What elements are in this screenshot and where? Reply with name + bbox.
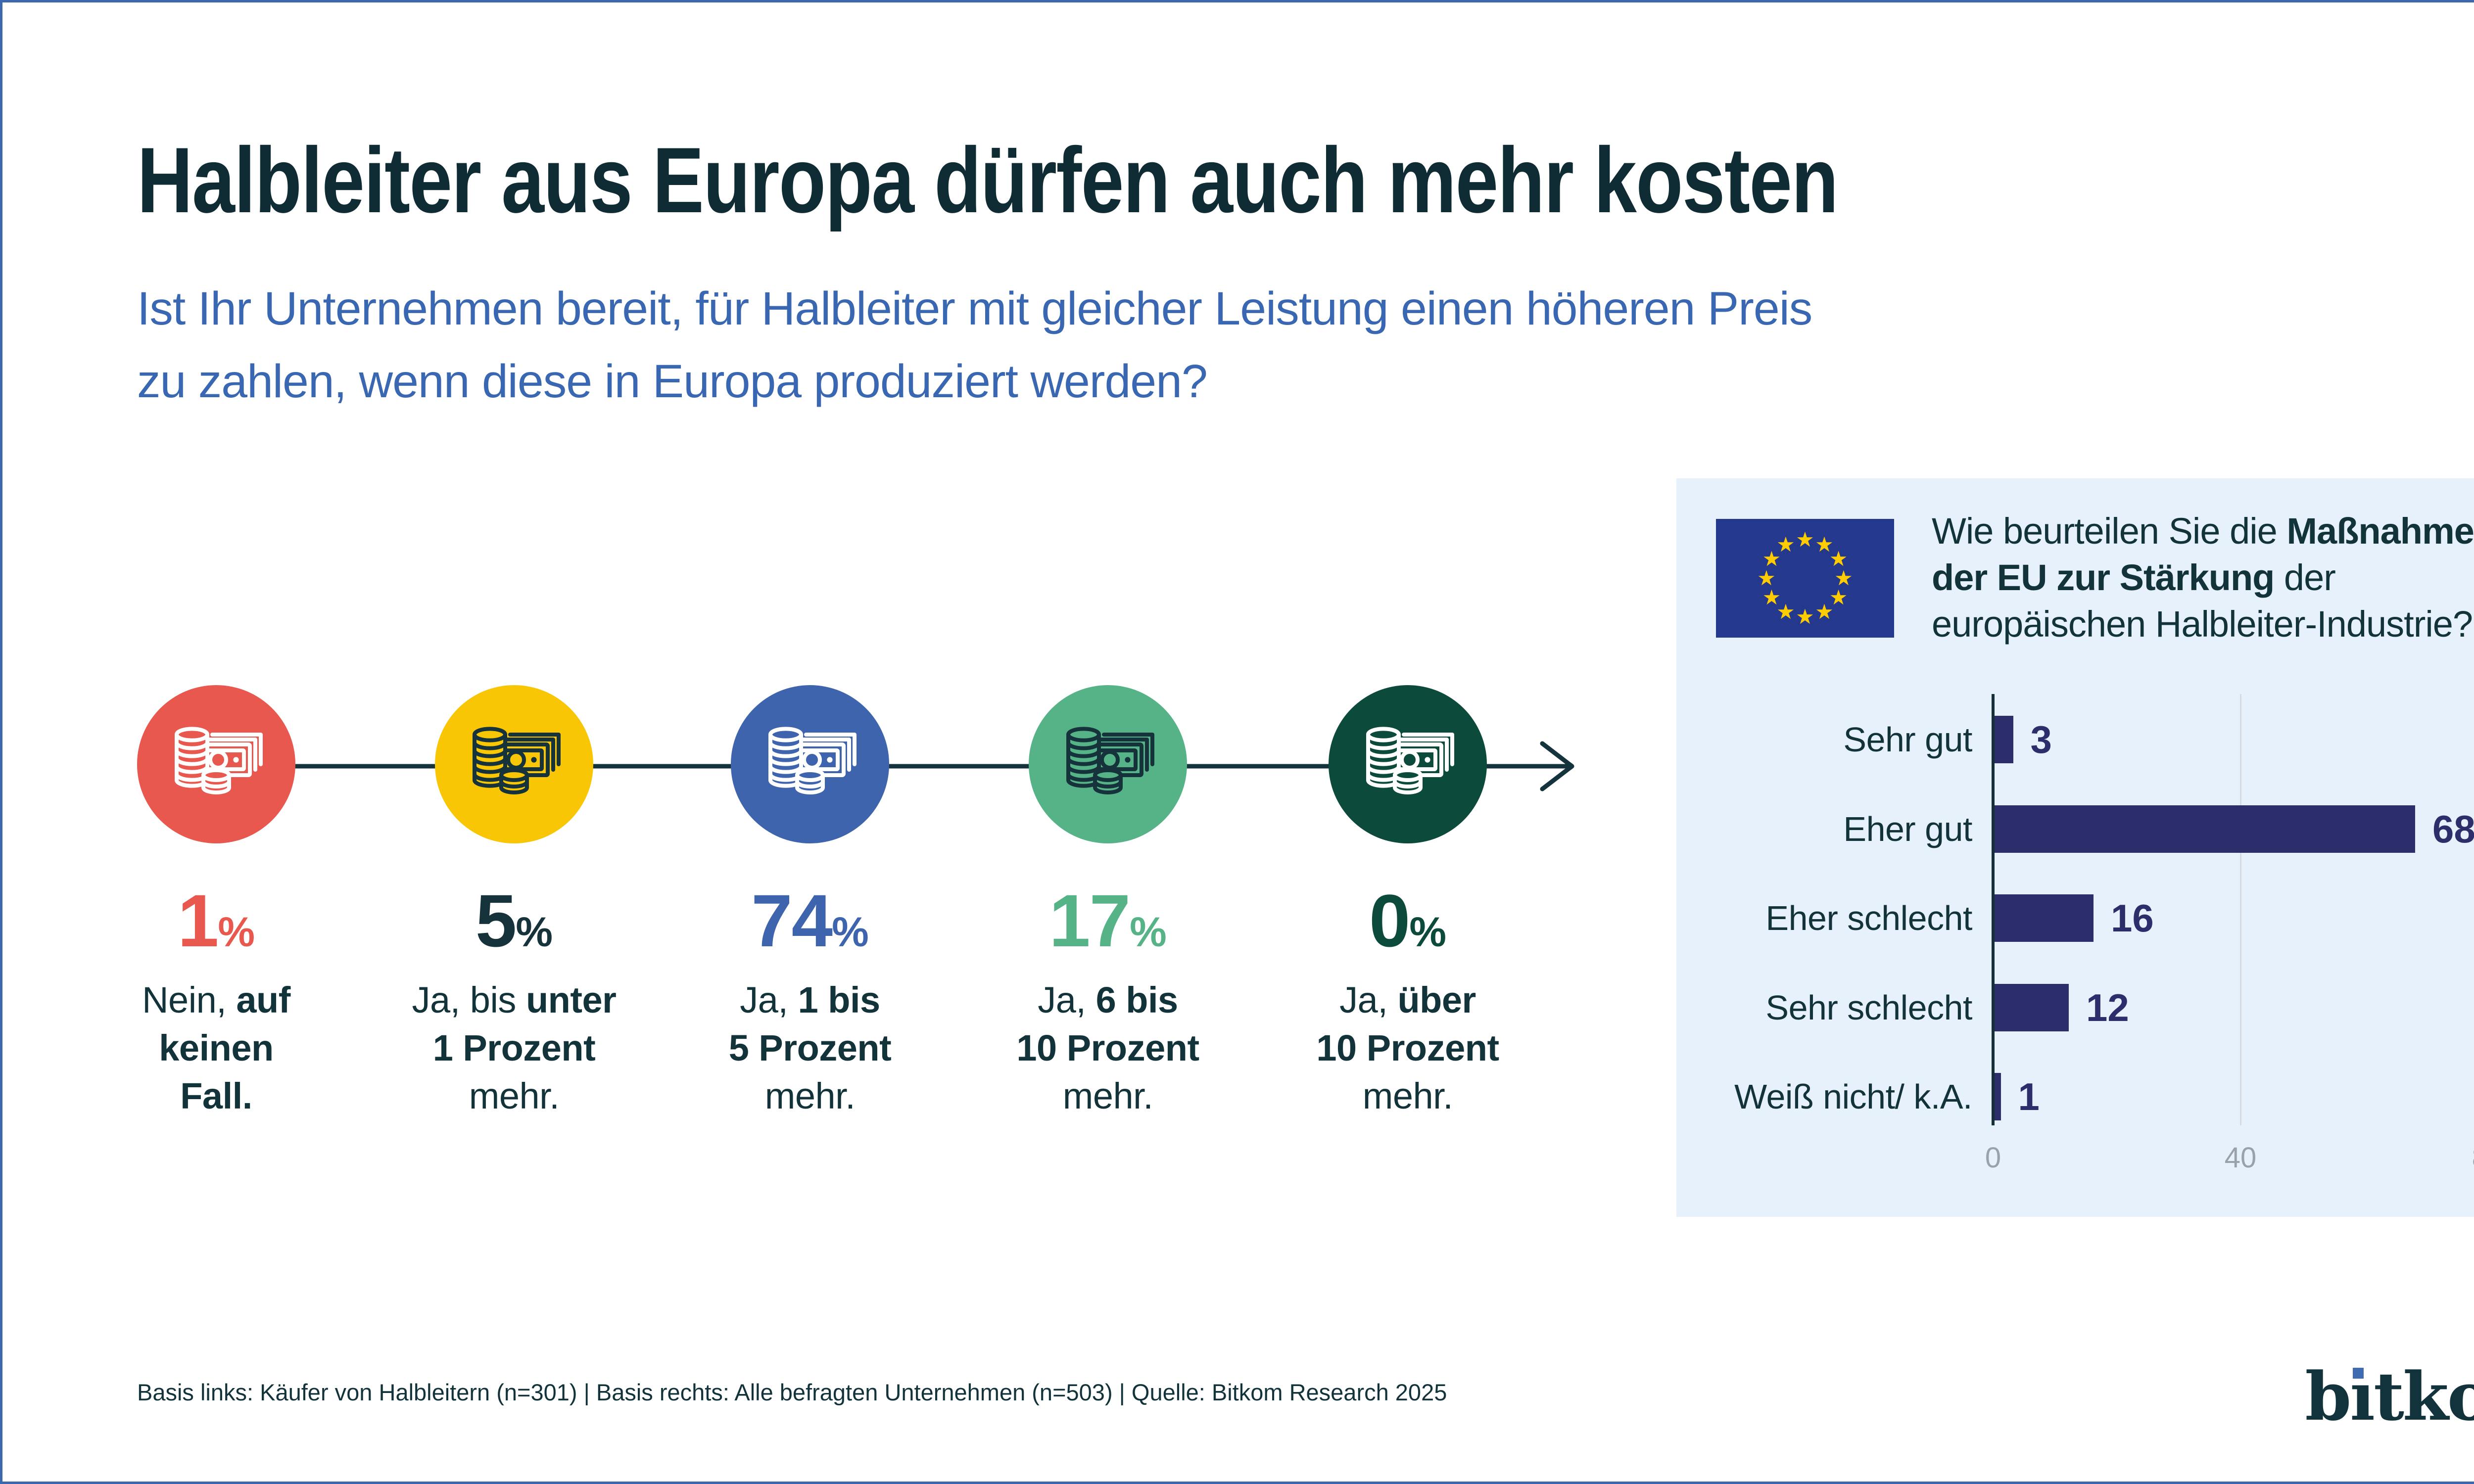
arrowhead-icon (1540, 741, 1574, 791)
percent-value: 74% (751, 879, 869, 962)
journey-circle (1329, 685, 1487, 843)
journey-item-ja-ueber-10-prozent: 0% Ja, über 10 Prozent mehr. (1279, 685, 1536, 1116)
percent-description: Nein, auf keinen Fall. (142, 979, 290, 1116)
journey-item-nein-auf-keinen-fall: 1% Nein, auf keinen Fall. (88, 685, 345, 1116)
percent-value: 0% (1369, 879, 1447, 962)
value-label: 68 (2432, 807, 2474, 851)
category-label: Weiß nicht/ k.A. (1734, 1077, 1972, 1116)
journey-circle (731, 685, 889, 843)
page-title-text: Halbleiter aus Europa dürfen auch mehr k… (137, 128, 1839, 232)
eu-star-icon: ★ (1815, 599, 1834, 624)
value-label: 16 (2111, 896, 2154, 940)
value-label: 3 (2030, 718, 2052, 761)
bar (1995, 1073, 2001, 1120)
category-label: Sehr schlecht (1765, 988, 1972, 1027)
eu-star-icon: ★ (1757, 566, 1776, 590)
x-tick-80: 80 (2438, 1141, 2474, 1174)
eu-panel: ★ ★ ★ ★ ★ ★ ★ ★ ★ ★ ★ ★ Wie beurteilen Sie die Maßn… (1676, 478, 2474, 1217)
gridline-40 (2239, 694, 2241, 1125)
percent-description: Ja, über 10 Prozent mehr. (1316, 979, 1499, 1116)
percent-description: Ja, bis unter 1 Prozent mehr. (412, 979, 617, 1116)
bar (1995, 983, 2069, 1031)
panel-question: Wie beurteilen Sie die Maßnahmender EU z… (1932, 510, 2474, 645)
eu-flag-icon: ★ ★ ★ ★ ★ ★ ★ ★ ★ ★ ★ ★ (1716, 519, 1894, 638)
eu-star-icon: ★ (1796, 604, 1814, 629)
percent-description: Ja, 1 bis 5 Prozent mehr. (728, 979, 892, 1116)
coins-banknote-icon (1366, 727, 1454, 794)
eu-star-icon: ★ (1762, 585, 1781, 609)
journey-item-ja-1-bis-5-prozent: 74% Ja, 1 bis 5 Prozent mehr. (681, 685, 939, 1116)
category-label: Eher gut (1843, 809, 1972, 848)
coins-banknote-icon (768, 727, 856, 794)
journey-circle (137, 685, 295, 843)
journey-circle (1029, 685, 1187, 843)
percent-value: 5% (475, 879, 553, 962)
value-label: 1 (2018, 1075, 2040, 1118)
eu-star-icon: ★ (1834, 566, 1853, 590)
journey-item-ja-bis-unter-1-prozent: 5% Ja, bis unter 1 Prozent mehr. (385, 685, 643, 1116)
bar (1995, 716, 2013, 763)
eu-star-icon: ★ (1815, 532, 1834, 557)
eu-star-icon: ★ (1829, 585, 1848, 609)
bar-chart: 0 40 80 Sehr gut 3 Eher gut 68 Eher schlecht 16 S… (1676, 478, 2474, 1217)
percent-value: 1% (177, 879, 255, 962)
coins-banknote-icon (473, 727, 561, 794)
journey-circle (435, 685, 593, 843)
page-subtitle: Ist Ihr Unternehmen bereit, für Halbleit… (137, 282, 1812, 408)
category-label: Eher schlecht (1765, 899, 1972, 937)
bitkom-logo: bıtkom (2305, 1357, 2474, 1436)
category-label: Sehr gut (1843, 720, 1972, 759)
coins-banknote-icon (1066, 727, 1154, 794)
eu-star-icon: ★ (1776, 532, 1795, 557)
eu-star-icon: ★ (1829, 547, 1848, 571)
logo-i-dot (2352, 1367, 2364, 1379)
value-label: 12 (2086, 985, 2129, 1029)
percent-value: 17% (1049, 879, 1167, 962)
eu-star-icon: ★ (1776, 599, 1795, 624)
coins-banknote-icon (175, 727, 263, 794)
x-tick-40: 40 (2224, 1142, 2257, 1174)
eu-star-icon: ★ (1796, 527, 1814, 552)
eu-star-icon: ★ (1762, 547, 1781, 571)
x-tick-0: 0 (1985, 1142, 2001, 1174)
journey-item-ja-6-bis-10-prozent: 17% Ja, 6 bis 10 Prozent mehr. (979, 685, 1237, 1116)
percent-description: Ja, 6 bis 10 Prozent mehr. (1016, 979, 1199, 1116)
page-title: Halbleiter aus Europa dürfen auch mehr k… (137, 130, 2186, 231)
source-line: Basis links: Käufer von Halbleitern (n=3… (137, 1379, 1447, 1405)
y-axis-line (1992, 694, 1995, 1125)
bar (1995, 894, 2093, 942)
bar (1995, 805, 2415, 853)
